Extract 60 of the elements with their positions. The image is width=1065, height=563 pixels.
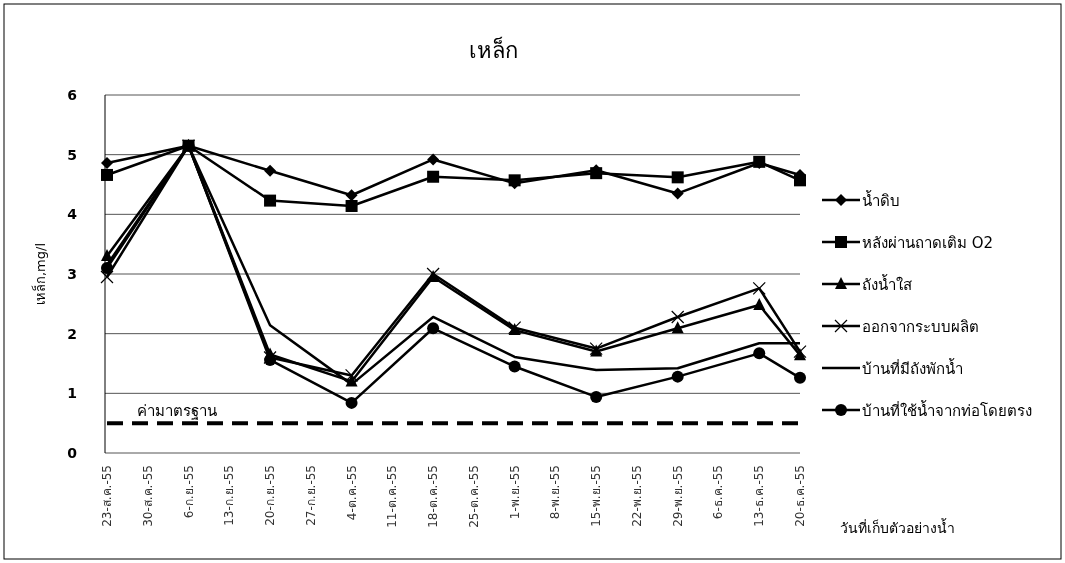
x-tick-label: 20-ธ.ค.-55 xyxy=(793,465,807,527)
point xyxy=(671,321,684,334)
point xyxy=(794,174,806,187)
point xyxy=(264,164,277,177)
point xyxy=(101,157,113,170)
point xyxy=(345,396,358,409)
y-tick-label: 3 xyxy=(67,266,77,282)
x-tick-label: 30-ส.ค.-55 xyxy=(140,465,155,527)
point xyxy=(101,168,113,181)
point xyxy=(427,322,440,335)
point xyxy=(671,370,684,383)
point xyxy=(671,187,684,200)
point xyxy=(508,360,521,373)
point xyxy=(264,194,277,207)
x-tick-label: 11-ต.ค.-55 xyxy=(385,465,400,528)
point xyxy=(345,199,358,212)
legend-label: หลังผ่านถาดเติม O2 xyxy=(862,234,994,252)
point xyxy=(427,153,440,166)
y-tick-label: 4 xyxy=(67,206,78,223)
point xyxy=(101,262,113,275)
point xyxy=(100,270,114,284)
legend-label: ถังน้ำใส xyxy=(862,274,912,294)
legend-label: ออกจากระบบผลิต xyxy=(862,318,979,336)
y-axis-title: เหล็ก,mg/l xyxy=(31,242,48,306)
point xyxy=(671,171,684,184)
y-tick-label: 1 xyxy=(67,385,77,402)
legend-label: บ้านที่ใช้น้ำจากท่อโดยตรง xyxy=(862,400,1032,420)
point xyxy=(752,281,766,295)
x-tick-label: 20-ก.ย.-55 xyxy=(263,465,278,526)
x-axis-title: วันที่เก็บตัวอย่างน้ำ xyxy=(840,518,955,536)
point xyxy=(427,170,440,183)
point xyxy=(753,298,766,311)
x-tick-label: 18-ต.ค.-55 xyxy=(426,465,441,528)
point xyxy=(671,310,685,324)
point xyxy=(794,371,806,384)
x-tick-label: 23-ส.ค.-55 xyxy=(100,465,114,527)
y-tick-label: 5 xyxy=(67,146,77,163)
y-tick-label: 2 xyxy=(67,325,77,342)
x-tick-label: 8-พ.ย.-55 xyxy=(548,465,563,520)
point xyxy=(590,390,603,403)
chart-title: เหล็ก xyxy=(469,36,518,63)
point xyxy=(753,347,766,360)
x-tick-label: 27-ก.ย.-55 xyxy=(303,465,318,526)
x-tick-label: 25-ต.ค.-55 xyxy=(466,465,481,528)
ref-line-label: ค่ามาตรฐาน xyxy=(137,402,217,421)
x-tick-label: 13-ก.ย.-55 xyxy=(222,465,237,526)
x-tick-label: 1-พ.ย.-55 xyxy=(507,465,522,520)
point xyxy=(344,368,359,383)
x-tick-label: 6-ธ.ค.-55 xyxy=(711,465,726,520)
legend-label: บ้านที่มีถังพักน้ำ xyxy=(862,358,963,378)
y-tick-label: 6 xyxy=(67,87,77,103)
legend-label: น้ำดิบ xyxy=(862,190,900,210)
x-tick-label: 13-ธ.ค.-55 xyxy=(752,465,767,527)
x-tick-label: 6-ก.ย.-55 xyxy=(181,465,196,519)
x-tick-label: 22-พ.ย.-55 xyxy=(629,465,644,527)
y-tick-label: 0 xyxy=(67,445,78,461)
point xyxy=(793,344,807,359)
x-tick-label: 4-ต.ค.-55 xyxy=(344,465,359,521)
x-tick-label: 15-พ.ย.-55 xyxy=(589,465,604,527)
x-tick-label: 29-พ.ย.-55 xyxy=(670,465,685,527)
